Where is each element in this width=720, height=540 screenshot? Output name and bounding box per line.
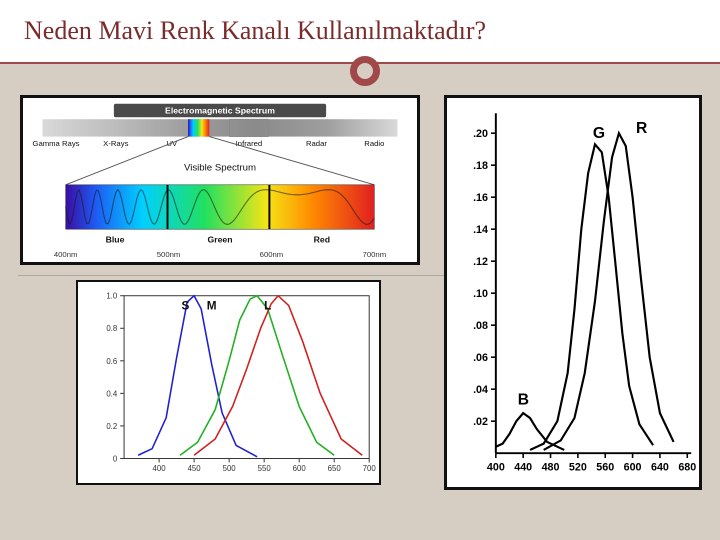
svg-text:.10: .10 bbox=[473, 288, 488, 300]
svg-text:640: 640 bbox=[651, 462, 669, 474]
svg-text:.02: .02 bbox=[473, 416, 488, 428]
figure-em-spectrum: Electromagnetic Spectrum Gamma Rays X-Rays… bbox=[20, 95, 420, 265]
bgr-chart: .02 .04 .06 .08 .10 .12 .14 .16 .18 .20 400 440 480 5… bbox=[447, 98, 699, 487]
svg-text:400: 400 bbox=[487, 462, 505, 474]
svg-text:500: 500 bbox=[223, 464, 237, 473]
svg-text:Radar: Radar bbox=[306, 139, 327, 148]
svg-text:500nm: 500nm bbox=[157, 250, 181, 259]
svg-text:440: 440 bbox=[514, 462, 532, 474]
figure-cones-sml: 0 0.2 0.4 0.6 0.8 1.0 400 450 500 550 600 650 700 S M L bbox=[76, 280, 381, 485]
svg-text:600: 600 bbox=[293, 464, 307, 473]
svg-text:.20: .20 bbox=[473, 128, 488, 140]
svg-text:Radio: Radio bbox=[364, 139, 384, 148]
svg-text:Visible Spectrum: Visible Spectrum bbox=[184, 162, 256, 173]
svg-text:.16: .16 bbox=[473, 192, 488, 204]
svg-text:R: R bbox=[636, 120, 647, 137]
svg-text:0.6: 0.6 bbox=[106, 357, 118, 366]
svg-text:G: G bbox=[593, 125, 605, 142]
svg-text:650: 650 bbox=[328, 464, 342, 473]
svg-text:X-Rays: X-Rays bbox=[103, 139, 128, 148]
svg-text:0.8: 0.8 bbox=[106, 324, 118, 333]
svg-text:0: 0 bbox=[113, 454, 118, 463]
svg-text:Infrared: Infrared bbox=[236, 139, 263, 148]
svg-text:480: 480 bbox=[542, 462, 560, 474]
svg-text:.06: .06 bbox=[473, 352, 488, 364]
svg-text:.08: .08 bbox=[473, 320, 488, 332]
svg-text:0.4: 0.4 bbox=[106, 389, 118, 398]
svg-text:600nm: 600nm bbox=[260, 250, 284, 259]
svg-text:B: B bbox=[518, 391, 529, 408]
figure-bgr-sensitivity: .02 .04 .06 .08 .10 .12 .14 .16 .18 .20 400 440 480 5… bbox=[444, 95, 702, 490]
cones-chart: 0 0.2 0.4 0.6 0.8 1.0 400 450 500 550 600 650 700 S M L bbox=[78, 282, 379, 483]
svg-text:Gamma Rays: Gamma Rays bbox=[32, 139, 79, 148]
content-area: Electromagnetic Spectrum Gamma Rays X-Rays… bbox=[18, 95, 702, 522]
svg-text:600: 600 bbox=[624, 462, 642, 474]
svg-text:Electromagnetic Spectrum: Electromagnetic Spectrum bbox=[165, 105, 275, 115]
svg-text:.04: .04 bbox=[473, 384, 488, 396]
svg-text:560: 560 bbox=[596, 462, 614, 474]
svg-text:700: 700 bbox=[363, 464, 377, 473]
svg-text:400nm: 400nm bbox=[54, 250, 78, 259]
title-bar: Neden Mavi Renk Kanalı Kullanılmaktadır? bbox=[0, 0, 720, 62]
page-title: Neden Mavi Renk Kanalı Kullanılmaktadır? bbox=[24, 16, 486, 46]
svg-text:400: 400 bbox=[153, 464, 167, 473]
svg-text:.12: .12 bbox=[473, 256, 488, 268]
accent-ring-icon bbox=[350, 56, 380, 86]
svg-text:1.0: 1.0 bbox=[106, 292, 118, 301]
svg-text:450: 450 bbox=[188, 464, 202, 473]
svg-text:S: S bbox=[182, 299, 190, 312]
svg-text:L: L bbox=[264, 299, 271, 312]
svg-text:520: 520 bbox=[569, 462, 587, 474]
svg-text:Green: Green bbox=[207, 235, 232, 245]
svg-text:700nm: 700nm bbox=[363, 250, 387, 259]
svg-text:Red: Red bbox=[314, 235, 330, 245]
svg-text:680: 680 bbox=[678, 462, 696, 474]
svg-text:.14: .14 bbox=[473, 224, 488, 236]
svg-text:0.2: 0.2 bbox=[106, 422, 117, 431]
svg-text:M: M bbox=[207, 299, 217, 312]
svg-text:UV: UV bbox=[166, 139, 178, 148]
svg-text:.18: .18 bbox=[473, 160, 488, 172]
em-spectrum-chart: Electromagnetic Spectrum Gamma Rays X-Rays… bbox=[23, 98, 417, 262]
svg-text:550: 550 bbox=[258, 464, 272, 473]
svg-text:Blue: Blue bbox=[106, 235, 125, 245]
